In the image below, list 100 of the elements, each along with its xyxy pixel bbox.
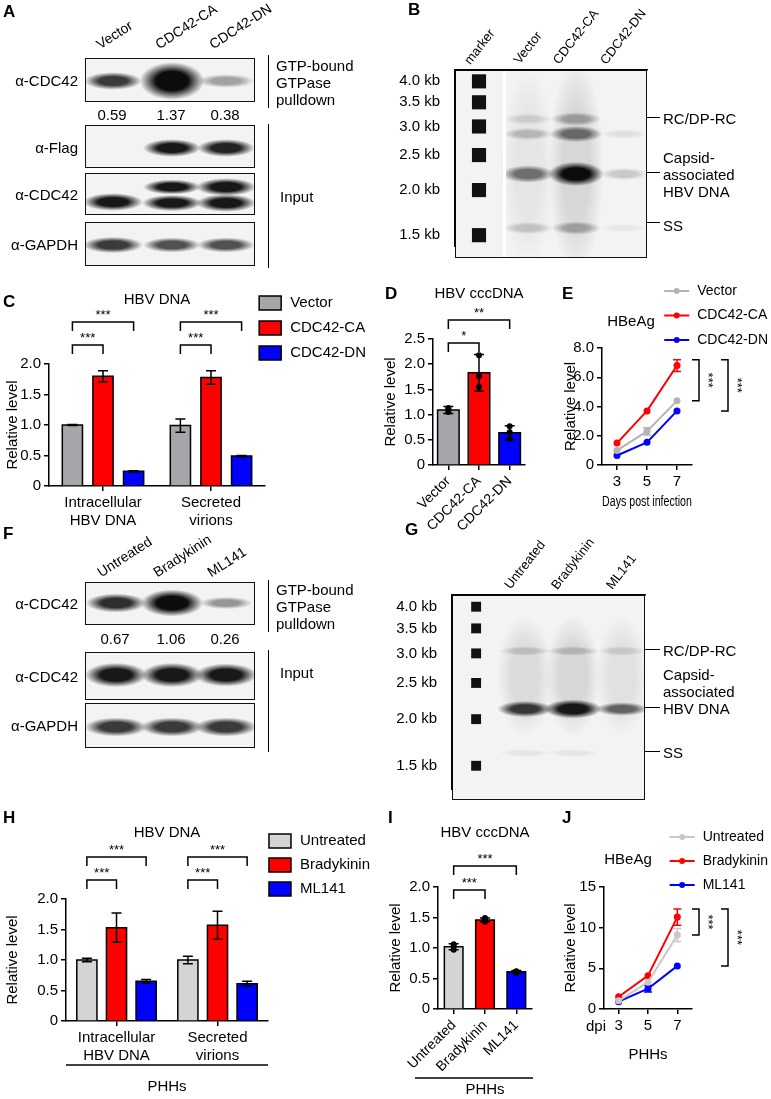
text: **: [473, 304, 485, 320]
text: GTP-bound GTPase pulldown: [276, 56, 355, 108]
x-tick-label: 3: [614, 1016, 623, 1034]
text: ***: [80, 329, 96, 345]
y-tick-label: 0: [585, 455, 594, 473]
chart-title: HBV DNA: [133, 823, 201, 841]
y-tick-label: 15: [579, 877, 596, 895]
y-axis-title: Relative level: [386, 903, 404, 993]
legend-label: ML141: [702, 875, 746, 892]
y-tick-label: 1.5 kb: [396, 755, 437, 773]
x-tick-label: Secreted virions: [180, 493, 242, 529]
x-tick-label: Intracellular HBV DNA: [64, 493, 142, 529]
text: α-GAPDH: [10, 716, 78, 734]
text: SS: [663, 216, 684, 234]
text: SS: [663, 743, 684, 761]
y-tick-label: 1.5: [404, 379, 425, 397]
text: Capsid-associated HBV DNA: [663, 665, 736, 717]
text: A: [3, 2, 16, 22]
text: ***: [195, 864, 211, 880]
x-tick-label: 7: [672, 472, 682, 490]
data-label: 0.38: [210, 105, 240, 123]
y-tick-label: 1.5: [409, 907, 430, 925]
text: α-CDC42: [15, 667, 78, 685]
text: ***: [94, 864, 110, 880]
x-tick-label: Secreted virions: [187, 1028, 248, 1064]
legend-label: Untreated: [702, 827, 765, 844]
x-axis-title: PHHs: [628, 1045, 668, 1063]
text: ***: [730, 377, 746, 393]
y-tick-label: 3.0 kb: [399, 116, 440, 134]
y-tick-label: 3.0 kb: [396, 643, 437, 661]
y-tick-label: 4.0 kb: [399, 71, 440, 89]
y-tick-label: 0.5: [37, 980, 58, 998]
text: J: [562, 807, 572, 827]
y-axis-title: Relative level: [561, 903, 579, 993]
text: B: [408, 0, 421, 20]
x-tick-label: Intracellular HBV DNA: [77, 1028, 156, 1064]
text: I: [388, 807, 393, 827]
y-axis-title: Relative level: [381, 357, 399, 447]
y-axis-title: Relative level: [3, 380, 21, 470]
legend-label: ML141: [299, 879, 346, 897]
text: ***: [95, 306, 111, 322]
text: ***: [209, 841, 226, 857]
x-tick-label: 5: [642, 472, 652, 490]
text: GTP-bound GTPase pulldown: [276, 580, 355, 632]
text: ***: [108, 841, 125, 857]
y-tick-label: 2.0: [404, 354, 425, 372]
text: G: [405, 520, 419, 540]
text: α-CDC42: [15, 71, 78, 89]
y-tick-label: 2.0 kb: [396, 709, 437, 727]
y-tick-label: 2.0: [20, 354, 41, 372]
y-tick-label: 1.5: [20, 384, 41, 402]
y-tick-label: 2.5: [404, 329, 425, 347]
text: α-CDC42: [15, 594, 78, 612]
legend-label: Untreated: [299, 831, 366, 849]
text: ***: [701, 914, 717, 930]
x-tick-label: 3: [612, 472, 622, 490]
text: α-Flag: [35, 138, 78, 156]
text: α-CDC42: [15, 185, 78, 203]
text: ***: [188, 329, 204, 345]
chart-title: HBV DNA: [123, 290, 191, 308]
y-tick-label: 1.0: [37, 950, 58, 968]
y-tick-label: 5: [587, 958, 596, 976]
x-axis-title: PHHs: [465, 1080, 505, 1098]
text: E: [562, 283, 574, 303]
annotation: ***: [461, 874, 477, 890]
x-tick-label: 7: [673, 1016, 682, 1034]
y-tick-label: 1.5: [37, 919, 58, 937]
y-tick-label: 0: [416, 455, 425, 473]
y-tick-label: 2.0: [37, 889, 58, 907]
y-tick-label: 3.5 kb: [399, 92, 440, 110]
y-tick-label: 2.5 kb: [399, 145, 440, 163]
text: Input: [280, 663, 314, 681]
y-tick-label: 0.5: [20, 445, 41, 463]
y-tick-label: 2.5 kb: [396, 673, 437, 691]
text: HBeAg: [604, 850, 652, 868]
text: α-GAPDH: [10, 235, 78, 253]
y-axis-title: Relative level: [3, 915, 21, 1005]
text: RC/DP-RC: [663, 641, 737, 659]
y-tick-label: 1.0: [20, 415, 41, 433]
y-tick-label: 8.0: [573, 338, 594, 356]
y-tick-label: 2.0: [409, 877, 430, 895]
legend-label: Vector: [697, 281, 738, 298]
data-label: 0.59: [97, 105, 127, 123]
text: Input: [280, 187, 314, 205]
y-tick-label: 0.5: [409, 968, 430, 986]
y-tick-label: 3.5 kb: [396, 618, 437, 636]
chart-title: HBV cccDNA: [434, 284, 524, 302]
text: Capsid-associated HBV DNA: [663, 148, 736, 200]
text: C: [3, 291, 16, 311]
x-axis-title: PHHs: [147, 1077, 187, 1095]
text: ***: [477, 850, 493, 866]
text: RC/DP-RC: [663, 109, 737, 127]
text: HBeAg: [607, 312, 655, 330]
legend-label: CDC42-CA: [697, 306, 768, 323]
text: H: [3, 807, 16, 827]
x-tick-label: 5: [643, 1016, 653, 1034]
text: D: [385, 283, 398, 303]
legend-label: Bradykinin: [702, 851, 769, 868]
y-tick-label: 0: [587, 999, 596, 1017]
legend-label: Bradykinin: [299, 855, 371, 873]
